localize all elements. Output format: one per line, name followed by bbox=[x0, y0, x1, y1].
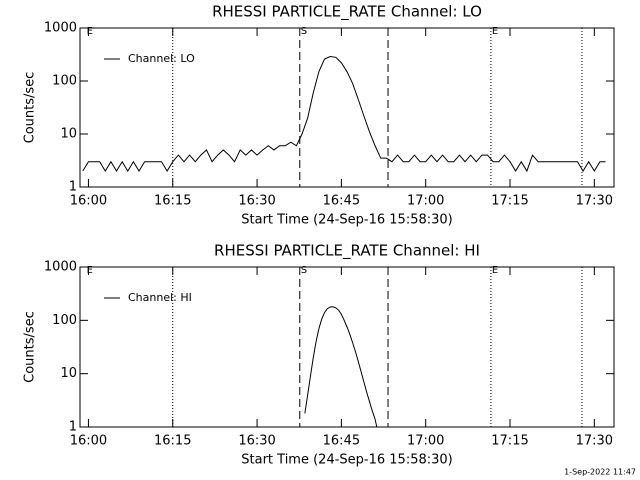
x-axis-label: Start Time (24-Sep-16 15:58:30) bbox=[241, 453, 452, 468]
y-tick-label: 1 bbox=[69, 420, 77, 435]
chart-title: RHESSI PARTICLE_RATE Channel: LO bbox=[212, 3, 482, 22]
x-tick-label: 17:00 bbox=[407, 194, 444, 209]
footer: 1-Sep-2022 11:47 bbox=[564, 468, 636, 477]
x-tick-label: 17:30 bbox=[576, 194, 613, 209]
x-tick-label: 16:15 bbox=[154, 194, 191, 209]
x-tick-label: 16:30 bbox=[238, 194, 275, 209]
y-tick-label: 1000 bbox=[44, 21, 77, 36]
data-line bbox=[82, 55, 606, 173]
y-axis-label: Counts/sec bbox=[23, 311, 38, 383]
x-tick-label: 16:30 bbox=[238, 434, 275, 449]
annotation: E bbox=[492, 26, 498, 37]
legend-label: Channel: HI bbox=[128, 291, 192, 304]
y-tick-label: 100 bbox=[52, 74, 77, 89]
annotation: S bbox=[301, 265, 307, 276]
x-tick-label: 16:00 bbox=[70, 434, 107, 449]
x-tick-label: 17:30 bbox=[576, 434, 613, 449]
annotation: E bbox=[87, 26, 93, 37]
x-tick-label: 16:15 bbox=[154, 434, 191, 449]
x-tick-label: 17:00 bbox=[407, 434, 444, 449]
plot-frame bbox=[79, 27, 615, 188]
chart-title: RHESSI PARTICLE_RATE Channel: HI bbox=[214, 242, 480, 261]
annotation: E bbox=[492, 265, 498, 276]
legend-label: Channel: LO bbox=[128, 52, 195, 65]
x-tick-label: 16:45 bbox=[323, 434, 360, 449]
y-axis-label: Counts/sec bbox=[23, 72, 38, 144]
y-tick-label: 100 bbox=[52, 313, 77, 328]
y-tick-label: 1000 bbox=[44, 260, 77, 275]
x-tick-label: 16:00 bbox=[70, 194, 107, 209]
annotation: S bbox=[301, 26, 307, 37]
x-tick-label: 17:15 bbox=[491, 194, 528, 209]
x-tick-label: 17:15 bbox=[491, 434, 528, 449]
y-tick-label: 10 bbox=[60, 127, 77, 142]
data-line bbox=[304, 306, 378, 428]
annotation: E bbox=[87, 265, 93, 276]
x-axis-label: Start Time (24-Sep-16 15:58:30) bbox=[241, 213, 452, 228]
x-tick-label: 16:45 bbox=[323, 194, 360, 209]
y-tick-label: 1 bbox=[69, 180, 77, 195]
plot-frame bbox=[79, 266, 615, 428]
y-tick-label: 10 bbox=[60, 366, 77, 381]
